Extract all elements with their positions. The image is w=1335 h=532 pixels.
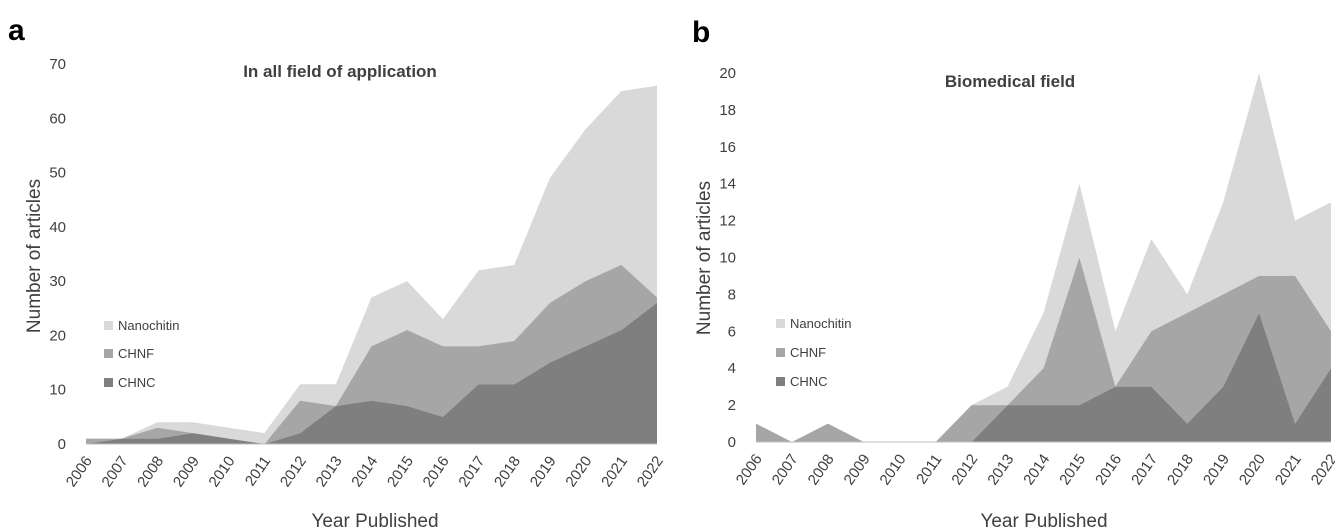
x-tick-label: 2018 [491, 453, 524, 490]
x-axis-title-b: Year Published [980, 511, 1107, 532]
x-tick-label: 2007 [98, 453, 131, 490]
y-axis-title-b: Number of articles [694, 181, 715, 335]
x-tick-label: 2017 [455, 453, 488, 490]
x-tick-label: 2019 [527, 453, 560, 490]
x-tick-label: 2020 [1236, 451, 1269, 488]
y-tick-label: 4 [728, 360, 736, 377]
legend-label-chnc: CHNC [118, 375, 156, 390]
y-tick-label: 0 [728, 434, 736, 451]
y-tick-label: 30 [49, 273, 66, 290]
x-tick-label: 2018 [1164, 451, 1197, 488]
x-tick-label: 2009 [841, 451, 874, 488]
x-tick-label: 2016 [1092, 451, 1125, 488]
y-tick-label: 40 [49, 219, 66, 236]
x-tick-label: 2007 [769, 451, 802, 488]
legend-swatch-nanochitin [104, 321, 113, 330]
x-tick-label: 2011 [913, 451, 945, 487]
x-tick-label: 2021 [1272, 451, 1305, 488]
x-tick-label: 2012 [948, 451, 981, 488]
y-tick-label: 18 [719, 102, 736, 119]
y-tick-label: 8 [728, 286, 736, 303]
x-tick-label: 2008 [805, 451, 838, 488]
x-tick-label: 2012 [277, 453, 310, 490]
legend-swatch-chnf [104, 349, 113, 358]
x-tick-label: 2006 [733, 451, 766, 488]
legend-label-nanochitin: Nanochitin [118, 318, 179, 333]
panel-label-b: b [692, 16, 710, 49]
legend-swatch-chnf [776, 348, 785, 357]
y-tick-label: 50 [49, 165, 66, 182]
legend-label-nanochitin: Nanochitin [790, 316, 851, 331]
y-tick-label: 60 [49, 110, 66, 127]
x-tick-label: 2022 [634, 453, 667, 490]
legend-label-chnf: CHNF [790, 345, 826, 360]
chart-title-b: Biomedical field [945, 72, 1075, 91]
x-tick-label: 2019 [1200, 451, 1233, 488]
legend-label-chnc: CHNC [790, 374, 828, 389]
x-tick-label: 2017 [1128, 451, 1161, 488]
x-tick-label: 2013 [984, 451, 1017, 488]
x-tick-label: 2022 [1308, 451, 1335, 488]
chart-title-a: In all field of application [243, 62, 437, 81]
x-tick-label: 2014 [348, 453, 381, 490]
x-tick-label: 2020 [562, 453, 595, 490]
y-tick-label: 12 [719, 213, 736, 230]
x-tick-label: 2010 [877, 451, 910, 488]
panel-label-a: a [8, 14, 25, 47]
y-tick-label: 16 [719, 139, 736, 156]
legend-swatch-nanochitin [776, 319, 785, 328]
x-tick-label: 2014 [1020, 451, 1053, 488]
x-axis-title-a: Year Published [311, 511, 438, 532]
x-tick-label: 2015 [1056, 451, 1089, 488]
legend-swatch-chnc [104, 378, 113, 387]
legend-swatch-chnc [776, 377, 785, 386]
x-tick-label: 2008 [134, 453, 167, 490]
x-tick-label: 2009 [170, 453, 203, 490]
y-tick-label: 10 [719, 250, 736, 267]
x-tick-label: 2016 [420, 453, 453, 490]
y-tick-label: 0 [58, 436, 66, 453]
y-tick-label: 70 [49, 56, 66, 73]
legend-label-chnf: CHNF [118, 346, 154, 361]
x-tick-label: 2015 [384, 453, 417, 490]
y-tick-label: 10 [49, 382, 66, 399]
y-tick-label: 20 [49, 327, 66, 344]
y-axis-title-a: Number of articles [24, 179, 45, 333]
x-tick-label: 2010 [206, 453, 239, 490]
x-tick-label: 2011 [242, 453, 274, 489]
y-tick-label: 2 [728, 397, 736, 414]
y-tick-label: 14 [719, 176, 736, 193]
y-tick-label: 20 [719, 65, 736, 82]
x-tick-label: 2021 [598, 453, 631, 490]
x-tick-label: 2013 [313, 453, 346, 490]
x-tick-label: 2006 [63, 453, 96, 490]
y-tick-label: 6 [728, 323, 736, 340]
